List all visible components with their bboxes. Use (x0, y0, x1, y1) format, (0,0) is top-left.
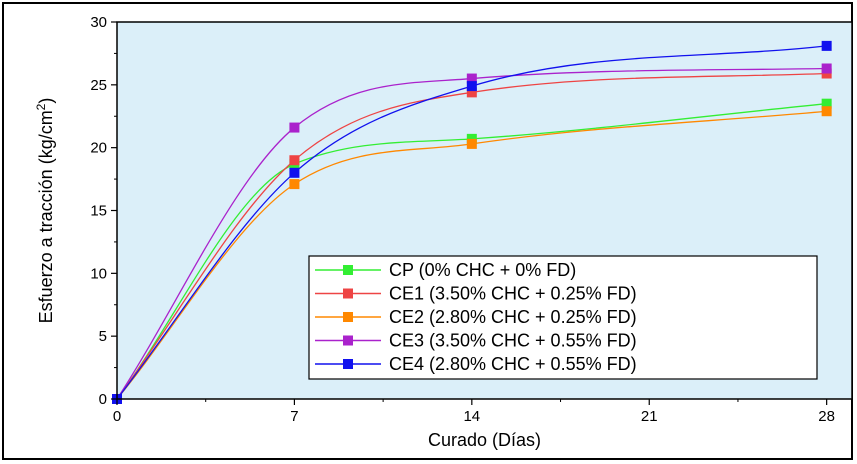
legend-label-3: CE3 (3.50% CHC + 0.55% FD) (389, 331, 637, 351)
series-2-point-3 (821, 106, 832, 117)
series-4-point-3 (821, 40, 832, 51)
legend: CP (0% CHC + 0% FD) CE1 (3.50% CHC + 0.25… (308, 255, 818, 380)
y-tick-label-0: 0 (99, 391, 107, 408)
y-tick-label-6: 30 (90, 14, 107, 31)
series-line-3 (116, 67, 827, 400)
series-3-point-1 (289, 122, 300, 133)
series-line-0 (116, 103, 827, 400)
legend-marker-1 (343, 288, 353, 299)
series-line-2 (116, 110, 827, 400)
y-axis-title: Esfuerzo a tracción (kg/cm2) (34, 98, 56, 324)
series-4-point-2 (466, 81, 477, 92)
legend-marker-0 (343, 265, 353, 275)
series-line-1 (116, 72, 827, 400)
series-line-4 (116, 45, 827, 400)
x-tick-label-4: 28 (818, 408, 835, 425)
x-tick-label-3: 21 (641, 408, 658, 425)
series-3-point-2 (466, 73, 477, 84)
series-2-point-1 (289, 179, 300, 190)
series-0-point-2 (466, 133, 477, 144)
x-tick-label-2: 14 (463, 408, 480, 425)
legend-label-1: CE1 (3.50% CHC + 0.25% FD) (389, 284, 637, 304)
legend-label-0: CP (0% CHC + 0% FD) (389, 260, 576, 280)
legend-marker-3 (343, 335, 353, 346)
series-1-point-2 (466, 87, 477, 98)
series-4-point-1 (289, 167, 300, 178)
legend-marker-4 (343, 359, 353, 369)
series-1-point-1 (289, 155, 300, 166)
legend-box (308, 255, 818, 380)
series-0-point-3 (821, 98, 832, 109)
series-3-point-3 (821, 63, 832, 74)
x-tick-label-1: 7 (290, 408, 298, 425)
legend-label-2: CE2 (2.80% CHC + 0.25% FD) (389, 307, 637, 327)
y-tick-label-4: 20 (90, 140, 107, 157)
x-tick-label-0: 0 (113, 408, 121, 425)
x-axis-title: Curado (Días) (428, 430, 541, 450)
series-2-point-2 (466, 138, 477, 149)
series-1-point-3 (821, 68, 832, 79)
y-tick-label-3: 15 (90, 203, 107, 220)
legend-label-4: CE4 (2.80% CHC + 0.55% FD) (389, 354, 637, 374)
y-tick-label-1: 5 (99, 328, 107, 345)
y-tick-label-5: 25 (90, 77, 107, 94)
y-tick-label-2: 10 (90, 265, 107, 282)
legend-marker-2 (343, 312, 353, 322)
